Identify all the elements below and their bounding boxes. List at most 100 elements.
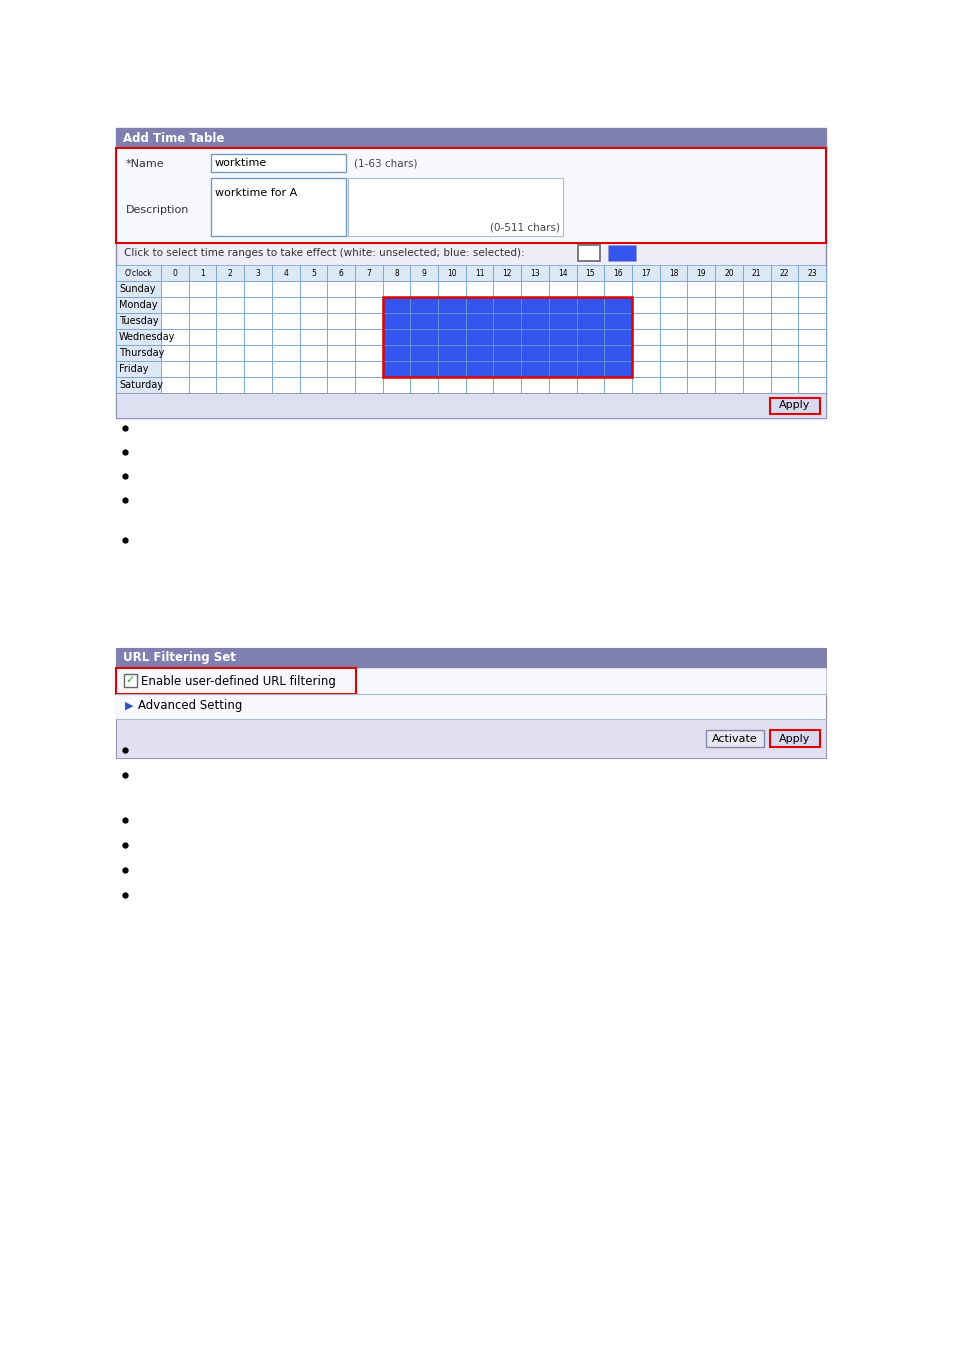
Bar — [116, 648, 825, 668]
Text: ✓: ✓ — [126, 675, 135, 686]
Bar — [116, 668, 825, 694]
Bar — [715, 329, 742, 346]
Bar — [465, 297, 493, 313]
Bar — [659, 346, 687, 360]
Bar — [576, 346, 603, 360]
Bar — [742, 281, 770, 297]
Bar — [715, 281, 742, 297]
Bar — [116, 346, 161, 360]
Text: Enable user-defined URL filtering: Enable user-defined URL filtering — [141, 675, 335, 687]
Text: 14: 14 — [558, 269, 567, 278]
Bar — [742, 265, 770, 281]
Bar — [742, 346, 770, 360]
Bar — [578, 244, 599, 261]
Bar — [493, 313, 520, 329]
Bar — [382, 329, 410, 346]
Bar — [116, 297, 161, 313]
Bar — [548, 281, 576, 297]
Bar — [603, 265, 632, 281]
Bar — [124, 674, 137, 687]
Bar — [520, 297, 548, 313]
Bar — [355, 346, 382, 360]
Bar — [687, 297, 715, 313]
Bar — [687, 281, 715, 297]
Bar — [798, 313, 825, 329]
Bar — [116, 648, 825, 757]
Bar — [576, 377, 603, 393]
Bar — [715, 346, 742, 360]
Bar — [603, 329, 632, 346]
Bar — [659, 297, 687, 313]
Bar — [770, 329, 798, 346]
Bar — [244, 281, 272, 297]
Bar — [465, 329, 493, 346]
Bar — [715, 265, 742, 281]
Text: 7: 7 — [366, 269, 371, 278]
Bar — [632, 360, 659, 377]
Text: Advanced Setting: Advanced Setting — [138, 699, 242, 713]
Bar — [632, 313, 659, 329]
Bar — [216, 377, 244, 393]
Bar — [272, 377, 299, 393]
Bar — [493, 360, 520, 377]
Bar — [687, 377, 715, 393]
Bar — [742, 313, 770, 329]
Bar — [520, 265, 548, 281]
Bar — [548, 313, 576, 329]
Text: 12: 12 — [502, 269, 512, 278]
Text: O'clock: O'clock — [125, 269, 152, 278]
Text: 23: 23 — [806, 269, 816, 278]
Bar — [465, 313, 493, 329]
Text: Click to select time ranges to take effect (white: unselected; blue: selected):: Click to select time ranges to take effe… — [124, 248, 524, 258]
Bar — [216, 329, 244, 346]
Bar — [382, 297, 410, 313]
Text: ▶: ▶ — [125, 701, 133, 711]
Bar — [272, 360, 299, 377]
Text: 3: 3 — [255, 269, 260, 278]
Bar — [382, 313, 410, 329]
Text: Activate: Activate — [711, 733, 757, 744]
Bar — [687, 265, 715, 281]
Text: (0-511 chars): (0-511 chars) — [490, 221, 559, 232]
Text: Tuesday: Tuesday — [119, 316, 158, 325]
Bar — [603, 297, 632, 313]
Text: 20: 20 — [723, 269, 733, 278]
Bar — [576, 265, 603, 281]
Bar — [327, 313, 355, 329]
Bar — [769, 397, 820, 413]
Text: URL Filtering Set: URL Filtering Set — [123, 652, 235, 664]
Bar — [116, 668, 355, 694]
Bar — [798, 265, 825, 281]
Bar — [189, 377, 216, 393]
Bar — [632, 346, 659, 360]
Text: 1: 1 — [200, 269, 205, 278]
Bar — [659, 313, 687, 329]
Bar — [632, 377, 659, 393]
Text: (1-63 chars): (1-63 chars) — [354, 158, 417, 167]
Text: Sunday: Sunday — [119, 284, 155, 294]
Bar — [161, 281, 189, 297]
Bar — [548, 346, 576, 360]
Bar — [465, 265, 493, 281]
Bar — [272, 265, 299, 281]
Bar — [465, 281, 493, 297]
Bar — [687, 346, 715, 360]
Bar — [348, 178, 562, 236]
Text: 5: 5 — [311, 269, 315, 278]
Bar — [520, 346, 548, 360]
Bar — [798, 281, 825, 297]
Bar — [548, 329, 576, 346]
Bar — [116, 377, 161, 393]
Bar — [632, 265, 659, 281]
Bar — [272, 313, 299, 329]
Bar — [382, 297, 632, 377]
Bar — [715, 377, 742, 393]
Text: 21: 21 — [751, 269, 760, 278]
Bar — [116, 265, 161, 281]
Bar — [520, 281, 548, 297]
Text: Thursday: Thursday — [119, 348, 164, 358]
Text: 15: 15 — [585, 269, 595, 278]
Bar — [355, 281, 382, 297]
Bar — [548, 360, 576, 377]
Bar — [211, 178, 346, 236]
